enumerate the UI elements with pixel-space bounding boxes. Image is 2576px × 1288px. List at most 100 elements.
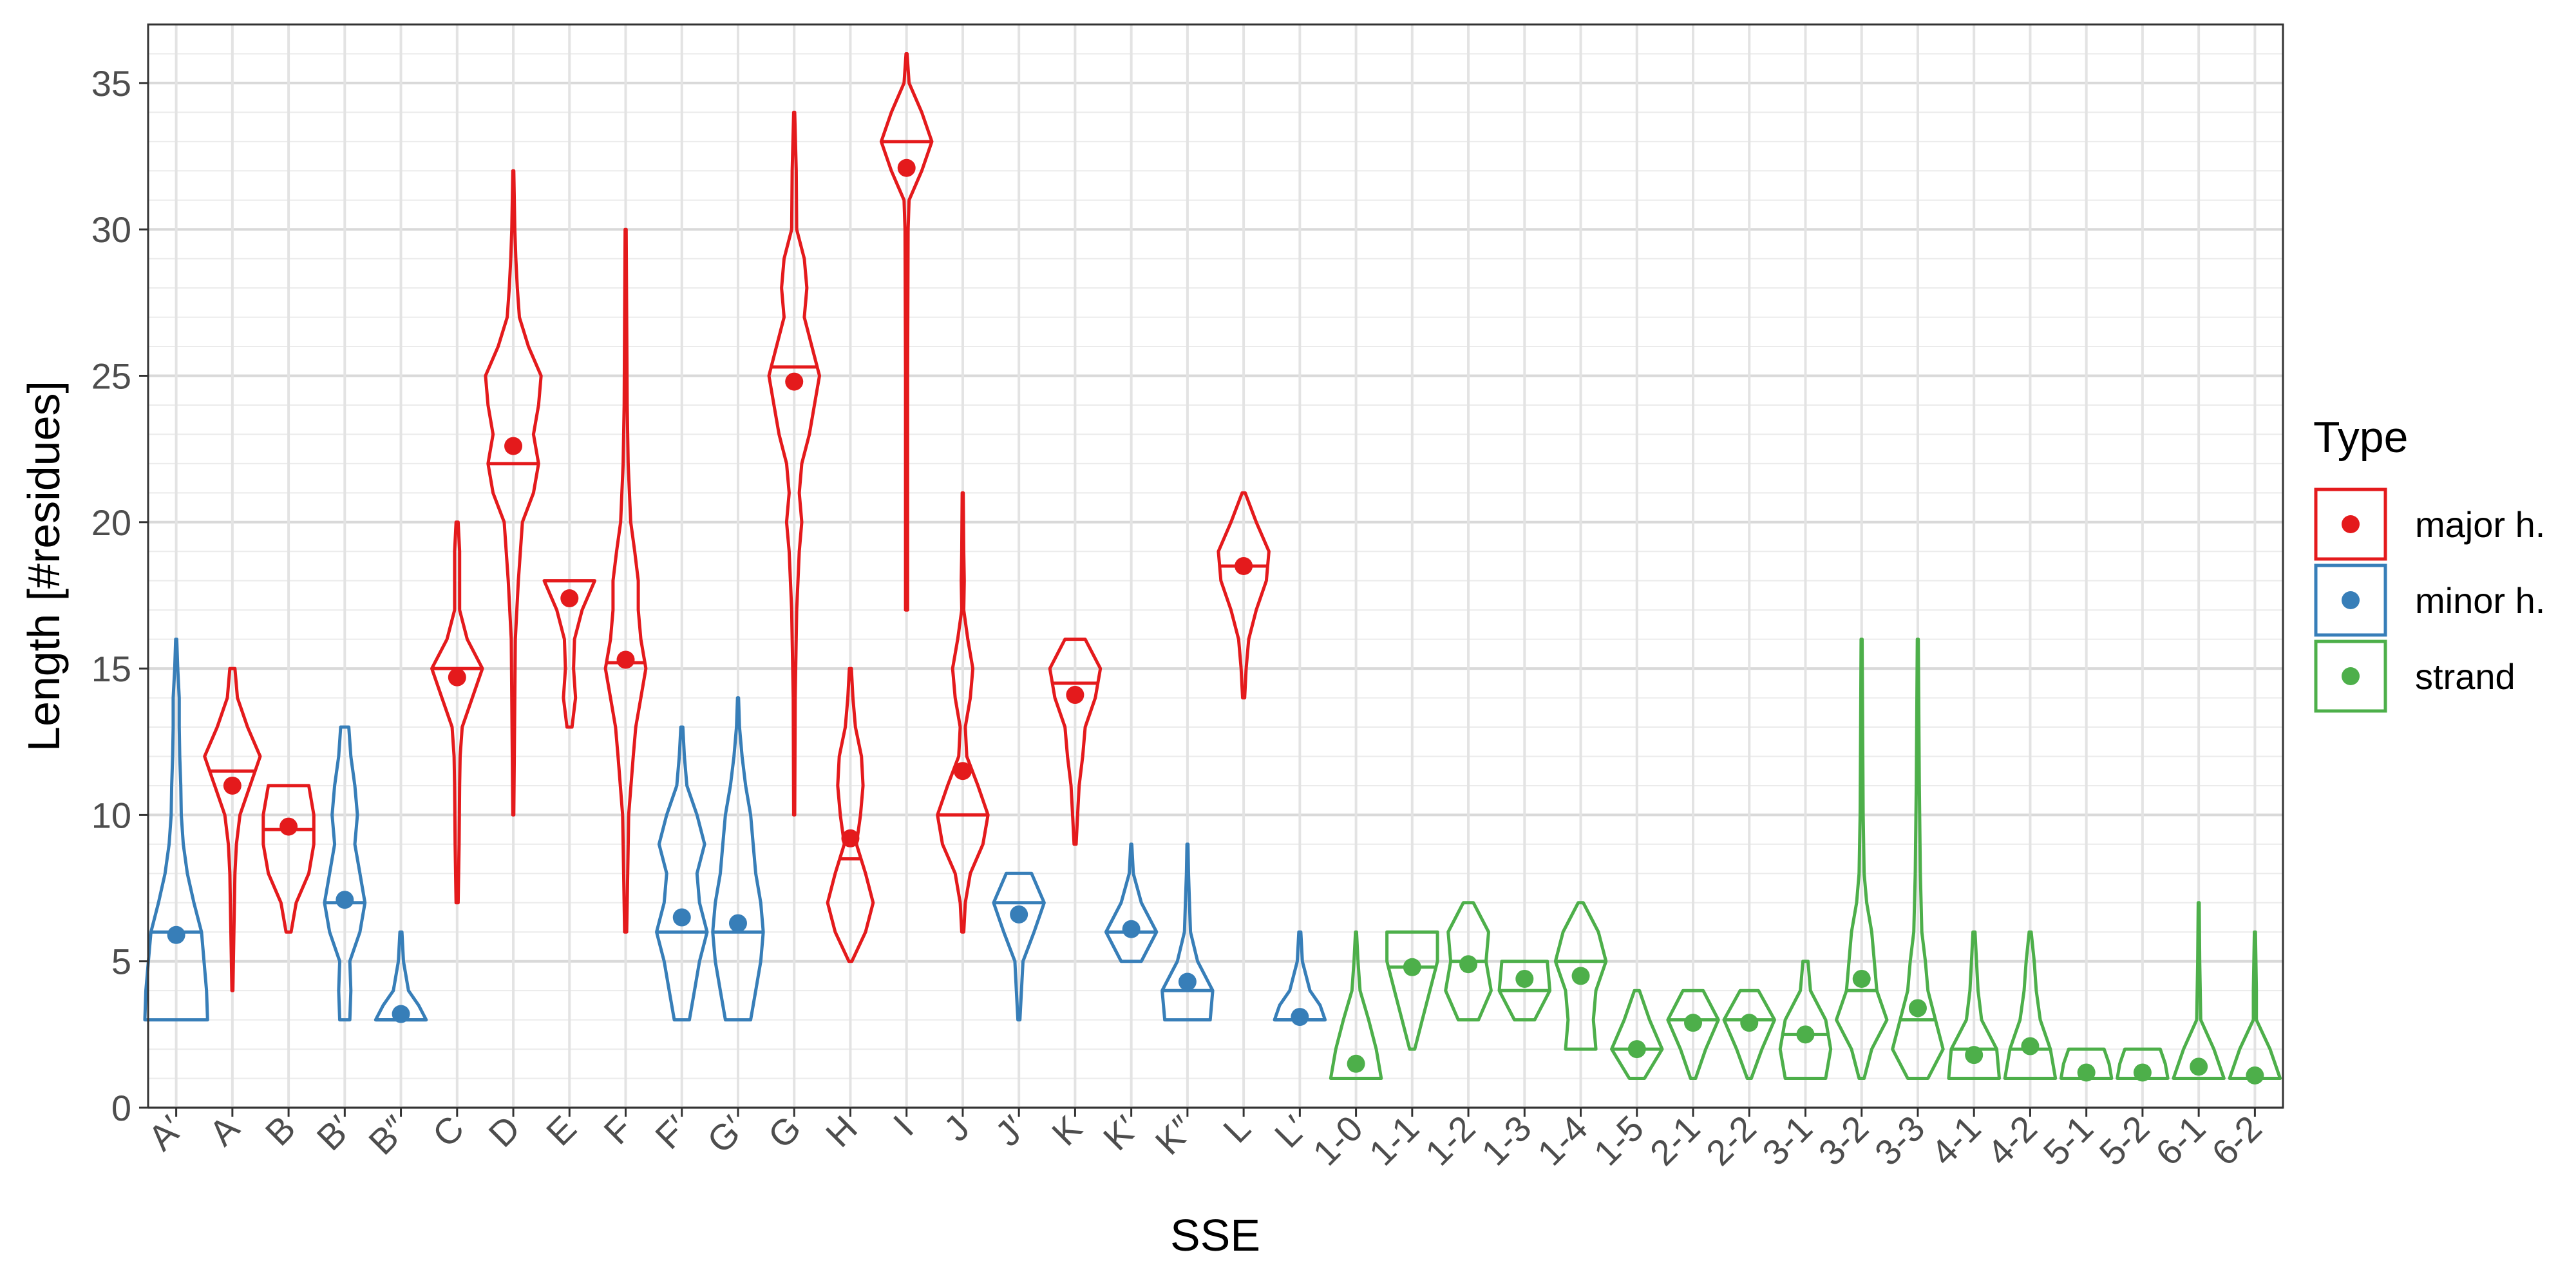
violin-outline xyxy=(1835,638,1889,1080)
mean-point xyxy=(1122,920,1141,938)
violin-J′ xyxy=(992,871,1046,1022)
legend-item-major: major h. xyxy=(2314,488,2545,561)
violin-outline xyxy=(143,638,209,1022)
violin-5-1 xyxy=(2059,1047,2114,1082)
violin-outline xyxy=(1497,960,1552,1022)
mean-point xyxy=(1965,1046,1984,1065)
mean-point xyxy=(728,914,747,933)
violin-outline xyxy=(1666,989,1720,1080)
violin-6-2 xyxy=(2228,930,2282,1084)
violin-B′ xyxy=(323,725,367,1022)
legend-point xyxy=(2342,591,2360,609)
violin-outline xyxy=(1444,901,1493,1022)
violin-outline xyxy=(261,784,316,934)
legend-point xyxy=(2342,515,2360,533)
violin-outline xyxy=(1160,842,1215,1022)
violin-outline xyxy=(1048,638,1103,846)
violin-2-1 xyxy=(1666,989,1720,1080)
violin-outline xyxy=(323,725,367,1022)
mean-point xyxy=(1796,1025,1815,1044)
mean-point xyxy=(1403,958,1421,976)
violin-outline xyxy=(826,667,875,963)
mean-point xyxy=(841,829,860,848)
mean-point xyxy=(448,668,466,687)
mean-point xyxy=(672,908,691,927)
violin-D xyxy=(484,169,543,817)
mean-point xyxy=(392,1005,410,1023)
legend-label: strand xyxy=(2415,656,2515,697)
violin-L′ xyxy=(1273,930,1327,1027)
legend-item-strand: strand xyxy=(2314,639,2515,713)
mean-point xyxy=(1740,1014,1759,1032)
y-tick-label: 10 xyxy=(91,795,131,835)
violin-1-0 xyxy=(1329,930,1383,1081)
mean-point xyxy=(560,589,579,608)
plot-panel xyxy=(148,24,2283,1108)
violin-outline xyxy=(203,667,262,992)
violin-K′ xyxy=(1104,842,1159,963)
violin-L xyxy=(1217,491,1271,700)
violin-outline xyxy=(879,52,934,612)
violin-outline xyxy=(1722,989,1776,1080)
violin-A′ xyxy=(143,638,209,1022)
violin-I xyxy=(879,52,934,612)
mean-point xyxy=(1066,686,1084,705)
mean-point xyxy=(1459,955,1478,974)
violin-K xyxy=(1048,638,1103,846)
violin-B xyxy=(261,784,316,934)
violin-6-1 xyxy=(2172,901,2226,1081)
violin-outline xyxy=(2228,930,2282,1080)
violin-1-4 xyxy=(1553,901,1608,1051)
violin-outline xyxy=(936,491,990,934)
legend-label: major h. xyxy=(2415,504,2545,545)
legend-item-minor: minor h. xyxy=(2314,564,2545,637)
violin-outline xyxy=(603,227,648,934)
violin-outline xyxy=(1273,930,1327,1022)
y-axis-title: Length [#residues] xyxy=(19,381,69,752)
violin-3-3 xyxy=(1891,638,1945,1080)
violin-4-1 xyxy=(1947,930,2001,1080)
mean-point xyxy=(1627,1040,1646,1059)
violin-3-2 xyxy=(1835,638,1889,1080)
x-axis-title: SSE xyxy=(1170,1210,1260,1260)
y-tick-label: 5 xyxy=(111,942,131,982)
violin-outline xyxy=(1610,989,1664,1080)
violin-2-2 xyxy=(1722,989,1776,1080)
violins xyxy=(143,52,2282,1084)
violin-A xyxy=(203,667,262,992)
plot-border xyxy=(147,23,2284,1109)
violin-outline xyxy=(1778,960,1833,1080)
violin-G′ xyxy=(711,696,765,1022)
violin-C xyxy=(430,520,484,905)
mean-point xyxy=(1010,905,1028,923)
violin-1-3 xyxy=(1497,960,1552,1022)
violin-outline xyxy=(484,169,543,817)
violin-4-2 xyxy=(2003,930,2058,1080)
y-tick-label: 30 xyxy=(91,209,131,250)
violin-outline xyxy=(1553,901,1608,1051)
y-tick-label: 20 xyxy=(91,502,131,543)
mean-point xyxy=(336,891,354,909)
violin-1-5 xyxy=(1610,989,1664,1080)
violin-outline xyxy=(655,725,709,1022)
violin-1-2 xyxy=(1444,901,1493,1022)
mean-point xyxy=(616,650,635,669)
mean-point xyxy=(1571,967,1590,985)
violin-outline xyxy=(992,871,1046,1022)
violin-outline xyxy=(1385,930,1439,1051)
violin-K″ xyxy=(1160,842,1215,1022)
mean-point xyxy=(1908,999,1927,1018)
y-tick-label: 25 xyxy=(91,356,131,397)
violin-1-1 xyxy=(1385,930,1439,1051)
legend-point xyxy=(2342,667,2360,685)
violin-outline xyxy=(1329,930,1383,1080)
mean-point xyxy=(2021,1037,2040,1056)
mean-point xyxy=(897,158,916,177)
violin-outline xyxy=(1217,491,1271,700)
mean-point xyxy=(279,817,298,836)
violin-outline xyxy=(374,930,428,1022)
violin-outline xyxy=(767,110,821,817)
violin-J xyxy=(936,491,990,934)
legend: Type major h. minor h. strand xyxy=(2313,413,2545,713)
